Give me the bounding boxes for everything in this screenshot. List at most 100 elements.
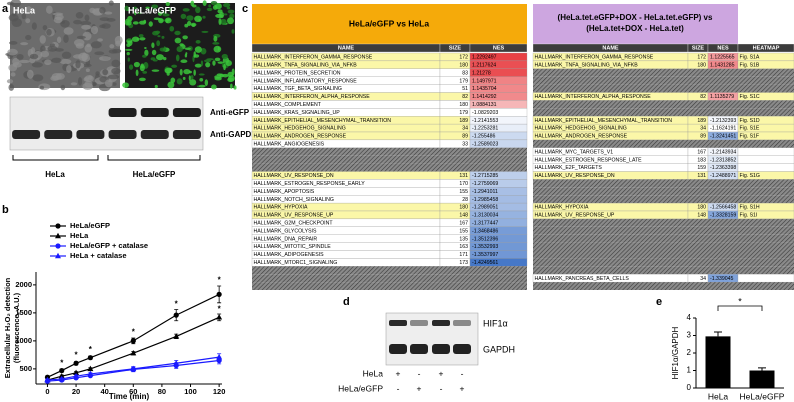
- gfp-cell: [182, 8, 190, 12]
- cell: [84, 44, 93, 53]
- cell: [59, 58, 72, 65]
- table-title: (HeLa.tet.eGFP+DOX - HeLa.tet.eGFP) vs: [558, 13, 713, 22]
- gene-set-name: HALLMARK_UV_RESPONSE_DN: [254, 173, 334, 179]
- cell: [31, 22, 37, 30]
- gfp-cell: [211, 84, 217, 90]
- blot-band: [172, 130, 201, 139]
- gene-set-size: 180: [697, 63, 706, 69]
- nes-value: 1.1414292: [472, 94, 497, 100]
- x-tick-label: HeLa: [708, 391, 729, 401]
- gfp-cell: [210, 1, 218, 6]
- blot-band: [389, 320, 407, 326]
- gene-set-name: HALLMARK_EPITHELIAL_MESENCHYMAL_TRANSITI…: [535, 118, 673, 124]
- condition-sign: +: [396, 368, 401, 378]
- gene-set-size: 82: [700, 94, 706, 100]
- data-point: [173, 360, 180, 366]
- bar: [705, 336, 731, 388]
- gfp-cell: [151, 69, 160, 72]
- column-header: NAME: [602, 46, 619, 52]
- error-bar: [758, 367, 766, 371]
- cell: [61, 51, 72, 59]
- nes-value: -1.3177447: [472, 221, 498, 227]
- column-header: SIZE: [449, 46, 462, 52]
- table-cell: [737, 155, 794, 164]
- data-point: [173, 312, 179, 318]
- gfp-cell: [134, 10, 137, 16]
- heatmap-ref: Fig. S1I: [740, 213, 758, 219]
- y-tick-label: 3: [687, 331, 692, 340]
- blot-band: [453, 320, 471, 326]
- gfp-cell: [168, 7, 173, 12]
- nes-value: 1.2292497: [472, 55, 497, 61]
- cell: [25, 18, 31, 24]
- blot-label: Anti-GAPDH: [210, 130, 257, 139]
- cell: [99, 17, 110, 22]
- column-header-cell: [469, 43, 528, 53]
- gfp-cell: [198, 18, 201, 22]
- gene-set-size: 148: [697, 213, 706, 219]
- nes-value: -1.3328159: [710, 213, 736, 219]
- gene-set-name: HALLMARK_APOPTOSIS: [254, 189, 315, 195]
- gene-set-name: HALLMARK_INTERFERON_GAMMA_RESPONSE: [535, 55, 654, 61]
- gfp-cell: [169, 25, 175, 32]
- cell: [16, 54, 24, 60]
- gfp-cell: [218, 18, 222, 25]
- gene-set-size: 163: [459, 244, 468, 250]
- gene-set-size: 34: [462, 126, 468, 132]
- gfp-cell: [180, 13, 187, 19]
- gfp-cell: [202, 0, 207, 6]
- nes-value: -1.3130034: [472, 213, 498, 219]
- hatched-cell: [533, 108, 794, 117]
- gfp-cell: [151, 4, 159, 9]
- y-axis-label: (fluorescence, A.U.): [12, 292, 21, 363]
- cell: [51, 72, 62, 81]
- gfp-cell: [233, 85, 237, 90]
- data-point: [130, 350, 137, 356]
- nes-value: 1.1497971: [472, 78, 497, 84]
- gene-set-name: HALLMARK_G2M_CHECKPOINT: [254, 221, 334, 227]
- significance-mark: *: [175, 300, 179, 309]
- data-point: [216, 291, 222, 297]
- gfp-cell: [170, 77, 176, 84]
- hatched-cell: [533, 195, 794, 204]
- gfp-cell: [212, 41, 220, 45]
- gfp-cell: [164, 67, 172, 74]
- legend-marker: [55, 232, 61, 239]
- condition-sign: -: [418, 368, 421, 378]
- gfp-cell: [182, 35, 188, 40]
- cell: [82, 31, 92, 41]
- y-tick-label: 2000: [15, 280, 32, 289]
- gfp-cell: [155, 30, 161, 35]
- legend-label: HeLa: [70, 231, 89, 240]
- gfp-cell: [192, 4, 197, 8]
- gfp-cell: [126, 52, 130, 56]
- cell: [108, 0, 114, 6]
- gfp-cell: [182, 76, 186, 80]
- x-tick-label: 120: [213, 387, 226, 396]
- cell: [12, 61, 22, 68]
- hatched-cell: [533, 282, 794, 290]
- legend-label: HeLa + catalase: [70, 251, 127, 260]
- gfp-cell: [156, 40, 161, 47]
- gfp-cell: [165, 2, 171, 7]
- cell: [94, 51, 105, 56]
- hatched-cell: [252, 147, 527, 156]
- gfp-cell: [166, 71, 170, 76]
- gfp-cell: [145, 6, 150, 9]
- nes-value: -1.3537997: [472, 252, 498, 258]
- gfp-cell: [142, 54, 147, 58]
- nes-value: -1.2985458: [472, 197, 498, 203]
- cell: [60, 19, 70, 28]
- gfp-cell: [133, 61, 140, 68]
- blot-band: [410, 320, 428, 326]
- cell: [81, 24, 91, 30]
- hatched-cell: [533, 218, 794, 227]
- condition-sign: +: [417, 383, 422, 393]
- gene-set-name: HALLMARK_HEDGEHOG_SIGNALING: [535, 126, 627, 132]
- gfp-cell: [226, 6, 231, 10]
- gene-set-name: HALLMARK_KRAS_SIGNALING_UP: [254, 110, 341, 116]
- gfp-cell: [150, 57, 156, 61]
- cell: [85, 68, 90, 73]
- gene-set-name: HALLMARK_UV_RESPONSE_DN: [535, 173, 615, 179]
- gene-set-size: 89: [700, 134, 706, 140]
